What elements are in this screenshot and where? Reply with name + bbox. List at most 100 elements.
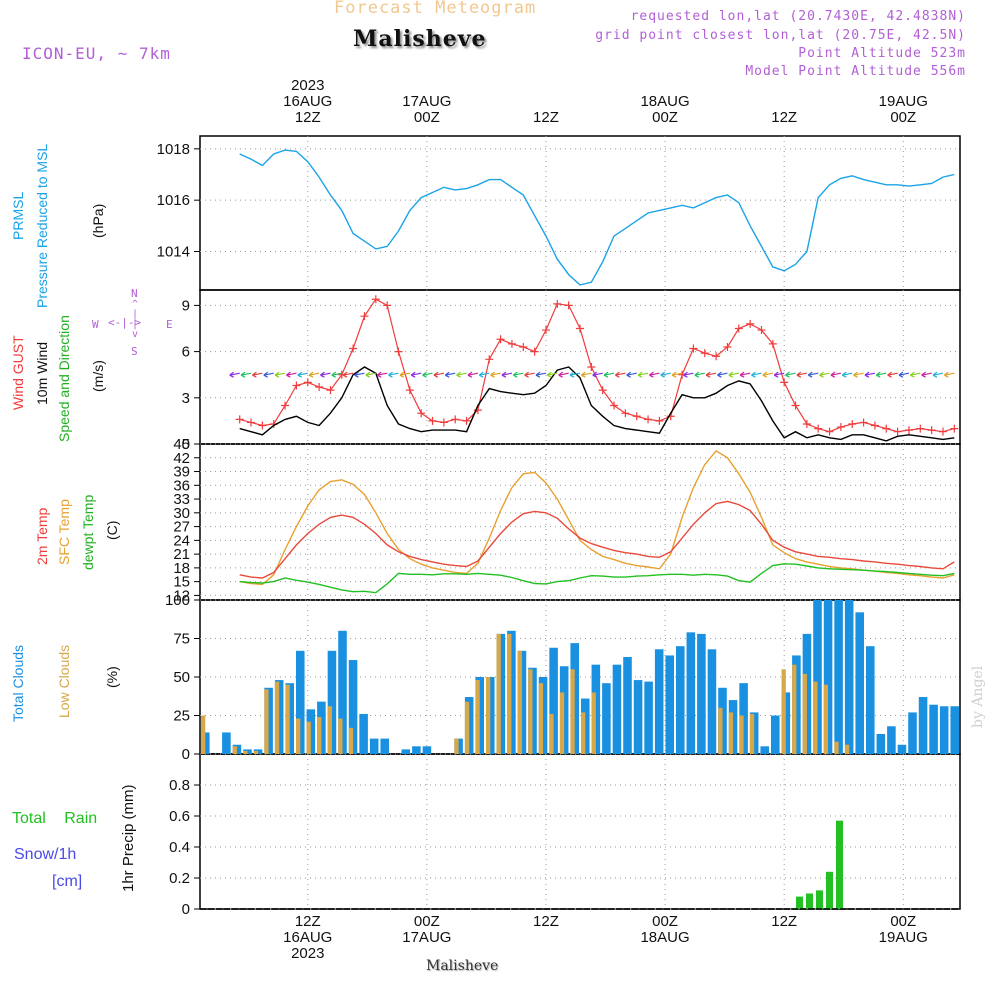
- y-tick-label: 45: [173, 436, 190, 453]
- wind-direction-arrow: [252, 371, 263, 378]
- wind-direction-arrow: [626, 371, 637, 378]
- wind-direction-arrow: [546, 371, 558, 378]
- total-cloud-bar: [401, 749, 411, 754]
- total-cloud-bar: [296, 650, 305, 754]
- total-cloud-bar: [507, 630, 516, 754]
- wind-direction-arrow: [637, 371, 649, 378]
- gust-marker: [950, 424, 959, 433]
- y-tick-label: 1014: [157, 244, 190, 261]
- low-cloud-bar: [454, 738, 459, 754]
- low-cloud-bar: [201, 715, 206, 754]
- precip-bar: [826, 871, 833, 909]
- total-cloud-bar: [623, 656, 632, 754]
- low-cloud-bar: [802, 673, 807, 754]
- wind-direction-arrow: [615, 371, 626, 378]
- gust-marker: [360, 312, 369, 321]
- top-tick-hour: 12Z: [294, 109, 321, 126]
- y-tick-label: 36: [173, 477, 190, 494]
- wind-direction-arrow: [297, 371, 308, 378]
- total-cloud-bar: [950, 706, 959, 754]
- wind-direction-arrow: [739, 371, 751, 378]
- wind-direction-arrow: [796, 371, 807, 378]
- gust-marker: [303, 378, 312, 387]
- y-tick-label: 39: [173, 464, 190, 481]
- total-cloud-bar: [844, 600, 854, 754]
- y-tick-label: 9: [182, 297, 190, 314]
- gust-marker: [371, 295, 380, 304]
- wind-direction-arrow: [819, 371, 830, 378]
- low-cloud-bar: [306, 721, 311, 754]
- total-cloud-bar: [855, 612, 864, 754]
- top-tick-hour: 00Z: [890, 109, 917, 126]
- wind-direction-arrow: [286, 371, 297, 378]
- gust-marker: [927, 426, 936, 435]
- total-cloud-bar: [602, 683, 611, 754]
- total-cloud-bar: [369, 738, 379, 754]
- t2m-line: [239, 500, 955, 579]
- low-cloud-bar: [538, 683, 544, 754]
- label-total-rain: Total Rain: [12, 810, 98, 827]
- chart-title: Malisheve: [353, 26, 487, 52]
- y-tick-label: 33: [173, 491, 190, 508]
- total-cloud-bar: [918, 697, 928, 754]
- low-cloud-bar: [348, 727, 354, 754]
- gust-marker: [394, 347, 403, 356]
- low-cloud-bar: [581, 712, 586, 754]
- total-cloud-bar: [665, 655, 674, 754]
- total-cloud-bar: [760, 746, 769, 754]
- y-tick-label: 42: [173, 450, 190, 467]
- low-cloud-bar: [591, 692, 596, 754]
- footer-station-name: Malisheve: [426, 958, 499, 974]
- bottom-time-tick: 12Z 16AUG 2023: [268, 914, 348, 962]
- bottom-tick-hour: 12Z: [533, 913, 559, 930]
- total-cloud-bar: [549, 647, 558, 754]
- gust-marker: [541, 326, 550, 335]
- low-cloud-bar: [834, 741, 839, 754]
- compass-e: E: [166, 318, 173, 331]
- gust-marker: [734, 324, 743, 333]
- gust-marker: [768, 339, 777, 348]
- gust-marker: [859, 418, 868, 427]
- compass-arrows-icon: <-|->: [108, 316, 142, 329]
- gust-marker: [791, 401, 800, 410]
- wind-direction-arrow: [943, 371, 955, 378]
- gust-marker: [315, 383, 324, 392]
- total-cloud-bar: [422, 746, 432, 754]
- gust-marker: [564, 301, 573, 310]
- wind-direction-arrow: [864, 371, 876, 378]
- low-cloud-bar: [823, 684, 829, 754]
- total-cloud-bar: [359, 713, 368, 754]
- panel-frame: [199, 753, 961, 910]
- bottom-tick-hour: 00Z: [652, 913, 678, 930]
- top-time-tick: 18AUG 00Z: [625, 78, 705, 126]
- wind-direction-arrow: [558, 371, 569, 378]
- gust-marker: [893, 427, 902, 436]
- low-cloud-bar: [739, 715, 744, 754]
- y-tick-label: 0.8: [169, 777, 190, 794]
- wind-direction-arrow: [875, 371, 887, 378]
- y-tick-label: 3: [182, 390, 190, 407]
- label-snow: Snow/1h: [14, 846, 77, 863]
- total-cloud-bar: [939, 706, 949, 754]
- total-cloud-bar: [697, 633, 706, 754]
- y-tick-label: 1016: [157, 192, 190, 209]
- requested-coords: requested lon,lat (20.7430E, 42.4838N): [630, 9, 966, 24]
- gust-marker: [428, 416, 437, 425]
- wind-direction-arrow: [728, 371, 739, 378]
- wind-direction-arrow: [932, 371, 944, 378]
- chart-subtitle: Forecast Meteogram: [334, 0, 537, 18]
- wind-direction-arrow: [762, 371, 773, 378]
- total-cloud-bar: [348, 660, 358, 754]
- total-cloud-bar: [707, 649, 717, 754]
- grid-point-coords: grid point closest lon,lat (20.75E, 42.5…: [595, 28, 966, 43]
- dewpoint-line: [239, 563, 955, 594]
- gust-marker: [258, 421, 267, 430]
- total-cloud-bar: [876, 733, 886, 754]
- gust-marker: [439, 418, 448, 427]
- gust-marker: [247, 418, 256, 427]
- gust-marker: [757, 326, 766, 335]
- wind-direction-arrow: [490, 371, 501, 378]
- wind-direction-arrow: [354, 371, 365, 378]
- wind-direction-arrow: [456, 371, 467, 378]
